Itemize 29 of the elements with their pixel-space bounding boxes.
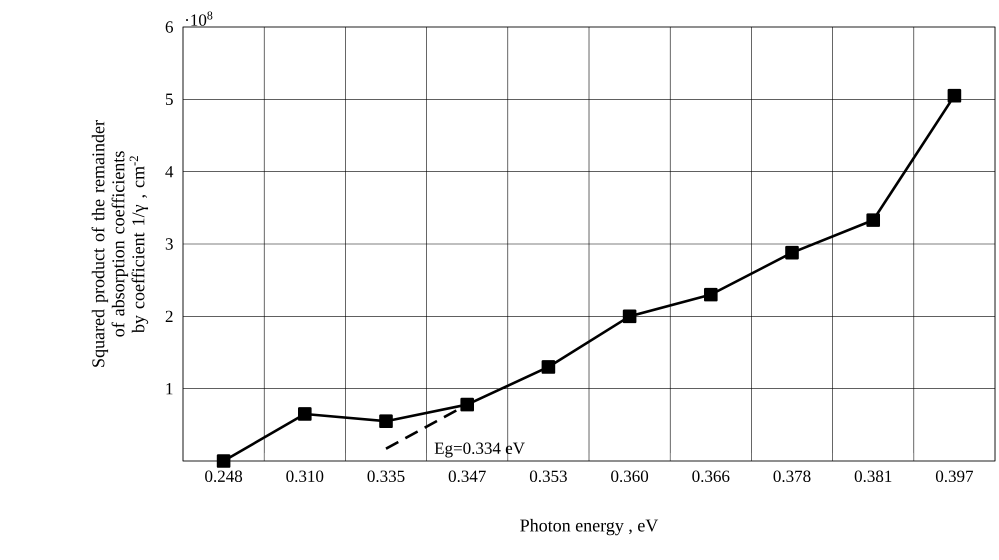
y-tick-label: 2: [166, 310, 173, 322]
y-tick-label: 5: [166, 94, 173, 105]
point: [460, 398, 474, 412]
x-tick-label: 0.248: [205, 470, 242, 482]
point: [542, 360, 556, 374]
point: [622, 310, 636, 324]
y-tick-label: 3: [166, 238, 173, 250]
x-tick-label: 0.347: [448, 470, 486, 482]
x-tick-label: 0.381: [854, 470, 892, 482]
point: [379, 414, 393, 428]
y-tick-label: 4: [165, 166, 174, 178]
y-tick-label: 6: [166, 21, 173, 33]
x-tick-label: 0.378: [774, 470, 810, 482]
point: [216, 454, 230, 468]
x-tick-label: 0.353: [530, 470, 567, 482]
x-tick-label: 0.360: [611, 470, 648, 482]
point: [704, 288, 718, 302]
text: ·10$^{8}$: [186, 11, 212, 26]
x-tick-label: 0.397: [936, 470, 974, 482]
x-tick-label: 0.335: [368, 470, 404, 482]
point: [948, 88, 962, 103]
y-axis-title: Squared product of the remainder of absorption coefficients by coefficient 1/γ , cm$^{-2}$: [92, 120, 148, 367]
x-tick-label: 0.310: [286, 470, 324, 482]
point: [785, 246, 799, 260]
point: [866, 213, 880, 227]
x-axis-title: Photon energy , eV: [520, 518, 658, 536]
y-tick-label: 1: [166, 383, 172, 394]
x-tick-label: 0.366: [692, 470, 730, 482]
point: [298, 407, 312, 421]
